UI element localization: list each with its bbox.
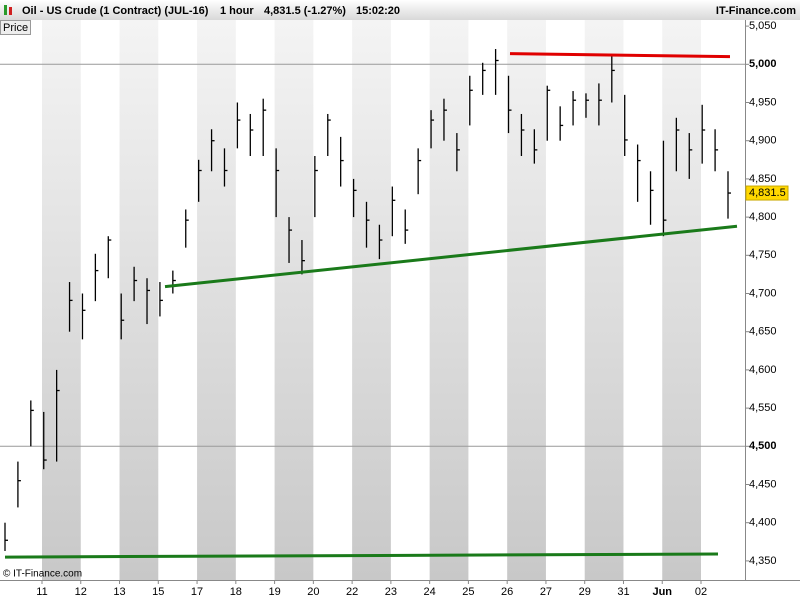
quote: 4,831.5 (-1.27%) [264, 5, 346, 17]
y-tick-label: 4,500 [749, 440, 777, 452]
last-price-label: 4,831.5 [749, 187, 786, 199]
x-tick-label: 18 [230, 586, 242, 598]
x-tick-label: 22 [346, 586, 358, 598]
day-band [352, 20, 391, 580]
x-tick-label: 13 [113, 586, 125, 598]
x-tick-label: 20 [307, 586, 319, 598]
trendline [4, 552, 719, 559]
interval: 1 hour [220, 5, 254, 17]
x-tick-label: 02 [695, 586, 707, 598]
x-tick-label: 12 [75, 586, 87, 598]
icon [4, 5, 7, 15]
x-tick-label: 26 [501, 586, 513, 598]
x-tick-label: 17 [191, 586, 203, 598]
price-label-box [0, 20, 31, 35]
day-band [197, 20, 236, 580]
day-band [42, 20, 81, 580]
y-tick-label: 4,600 [749, 364, 777, 376]
y-tick-label: 4,900 [749, 135, 777, 147]
day-band [507, 20, 546, 580]
x-tick-label: 27 [540, 586, 552, 598]
y-tick-label: 4,850 [749, 173, 777, 185]
y-tick-label: 4,350 [749, 555, 777, 567]
trendline [509, 52, 731, 59]
y-tick-label: 4,750 [749, 249, 777, 261]
y-tick-label: 5,000 [749, 58, 777, 70]
y-tick-label: 4,400 [749, 517, 777, 529]
day-band [119, 20, 159, 580]
y-tick-label: 4,450 [749, 478, 777, 490]
x-tick-label: 24 [424, 586, 436, 598]
header-bar [0, 0, 800, 20]
time: 15:02:20 [356, 5, 400, 17]
x-tick-label: 25 [462, 586, 474, 598]
title: Oil - US Crude (1 Contract) (JUL-16) [22, 5, 209, 17]
y-tick-label: 4,800 [749, 211, 777, 223]
last-price-box [745, 185, 789, 201]
day-band [662, 20, 701, 580]
x-tick-label: 15 [152, 586, 164, 598]
y-tick-label: 4,650 [749, 326, 777, 338]
y-tick-label: 5,050 [749, 20, 777, 32]
copyright: © IT-Finance.com [3, 569, 82, 580]
y-tick-label: 4,950 [749, 96, 777, 108]
x-tick-label: 31 [617, 586, 629, 598]
axis-label: Price [3, 22, 28, 34]
day-band [429, 20, 469, 580]
icon [9, 7, 12, 15]
x-tick-label: 23 [385, 586, 397, 598]
x-tick-label: 19 [268, 586, 280, 598]
y-tick-label: 4,550 [749, 402, 777, 414]
x-tick-label: 29 [579, 586, 591, 598]
brand: IT-Finance.com [716, 5, 796, 17]
y-tick-label: 4,700 [749, 287, 777, 299]
x-tick-label: 11 [36, 586, 47, 598]
day-band [584, 20, 624, 580]
trendline [164, 224, 738, 289]
day-band [274, 20, 314, 580]
x-tick-label: Jun [652, 586, 672, 598]
